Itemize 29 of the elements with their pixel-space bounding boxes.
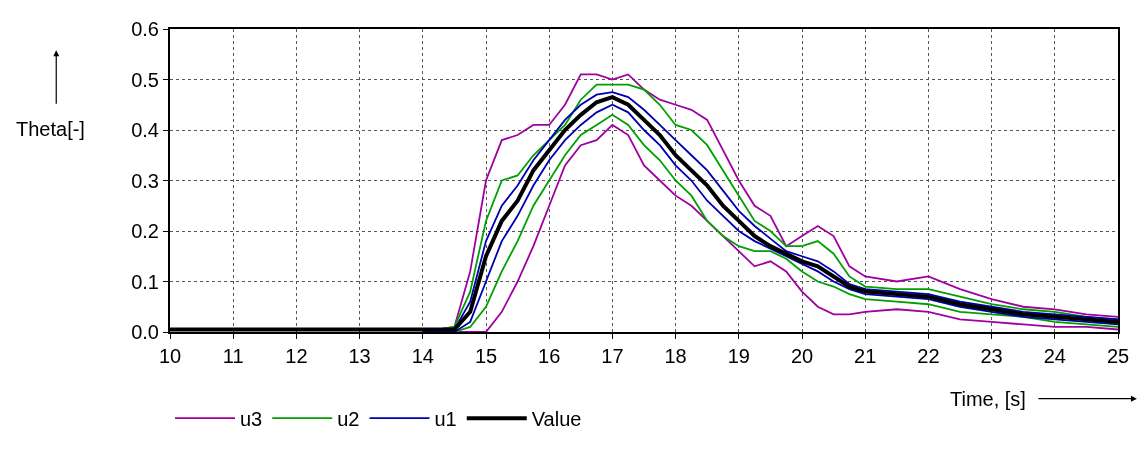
x-tick-label: 24 <box>1043 345 1066 367</box>
y-tick-label: 0.0 <box>131 321 159 343</box>
y-tick-label: 0.5 <box>131 68 159 91</box>
y-tick-label: 0.2 <box>131 220 159 242</box>
legend-label: Value <box>531 407 582 430</box>
x-tick-label: 25 <box>1106 345 1130 367</box>
x-tick-label: 10 <box>158 345 182 367</box>
x-tick-label: 13 <box>348 345 371 367</box>
legend-label: u2 <box>337 407 360 430</box>
x-tick-label: 16 <box>538 345 561 367</box>
x-tick-label: 12 <box>285 345 308 367</box>
x-tick-label: 21 <box>854 345 877 367</box>
legend-label: u1 <box>434 407 457 430</box>
x-tick-label: 22 <box>917 345 940 367</box>
y-tick-label: 0.4 <box>131 119 159 141</box>
y-tick-label: 0.3 <box>131 169 159 192</box>
x-tick-label: 20 <box>790 345 814 367</box>
y-tick-label: 0.1 <box>131 270 159 293</box>
x-tick-label: 19 <box>727 345 750 367</box>
y-tick-label: 0.6 <box>131 18 159 40</box>
x-tick-label: 18 <box>664 345 687 367</box>
x-tick-label: 15 <box>474 345 498 367</box>
x-axis-title: Time, [s] <box>950 388 1026 410</box>
x-tick-label: 11 <box>222 345 244 367</box>
legend-label: u3 <box>240 407 263 430</box>
x-tick-label: 17 <box>601 345 624 367</box>
y-axis-title: Theta[-] <box>16 118 85 140</box>
x-tick-label: 14 <box>411 345 434 367</box>
x-tick-label: 23 <box>980 345 1003 367</box>
